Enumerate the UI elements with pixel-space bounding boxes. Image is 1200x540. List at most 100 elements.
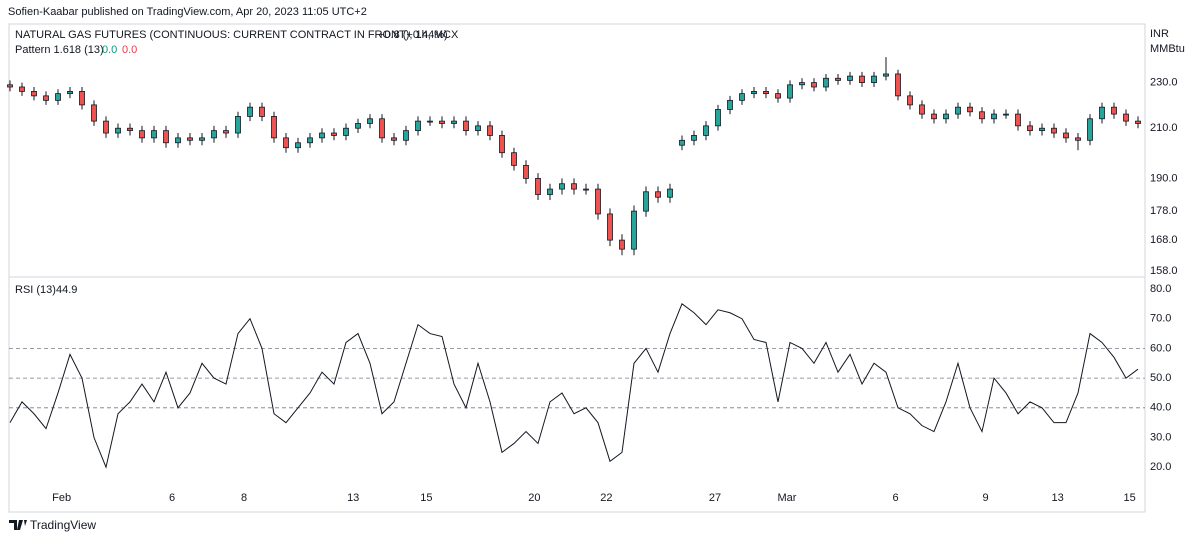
- y-tick-label: 30.0: [1150, 431, 1171, 443]
- candle-body: [235, 116, 241, 134]
- x-tick-label: 13: [347, 492, 359, 504]
- candle-body: [895, 73, 901, 97]
- y-tick-label: 80.0: [1150, 283, 1171, 295]
- candle-body: [43, 95, 49, 101]
- logo: [9, 520, 27, 530]
- y-tick-label: 70.0: [1150, 313, 1171, 325]
- change: +0.8 (+0.44%): [378, 29, 448, 41]
- candle-body: [1099, 106, 1105, 120]
- x-tick-label: Mar: [778, 492, 797, 504]
- candle-body: [355, 123, 361, 129]
- candle-body: [1063, 132, 1069, 139]
- unit: MMBtu: [1150, 43, 1185, 55]
- symbol: NATURAL GAS FUTURES (CONTINUOUS: CURRENT…: [15, 29, 459, 41]
- brand: TradingView: [30, 518, 96, 532]
- candle-body: [775, 93, 781, 99]
- rsi-last: 44.9: [56, 284, 77, 296]
- candle-body: [499, 135, 505, 154]
- candle-body: [871, 75, 877, 84]
- candle-body: [835, 77, 841, 81]
- candle-body: [979, 111, 985, 120]
- candle-body: [139, 130, 145, 139]
- y-tick-label: 210.0: [1150, 122, 1178, 134]
- candle-body: [151, 130, 157, 139]
- candle-body: [811, 82, 817, 88]
- y-tick-label: 190.0: [1150, 172, 1178, 184]
- candle-body: [319, 132, 325, 139]
- candle-body: [283, 137, 289, 149]
- candle-body: [403, 130, 409, 141]
- candle-body: [547, 188, 553, 195]
- candle-body: [595, 188, 601, 215]
- y-tick-label: 158.0: [1150, 265, 1178, 277]
- candle-body: [19, 86, 25, 92]
- candle-body: [199, 137, 205, 141]
- candle-body: [787, 84, 793, 99]
- pattern-down: 0.0: [122, 44, 137, 56]
- candle-body: [643, 191, 649, 212]
- candle-body: [679, 139, 685, 146]
- x-tick-label: 20: [528, 492, 540, 504]
- x-tick-label: 13: [1051, 492, 1063, 504]
- candle-body: [103, 120, 109, 134]
- candle-body: [967, 106, 973, 113]
- x-tick-label: 15: [1123, 492, 1135, 504]
- chart-frame: [8, 23, 1146, 513]
- y-tick-label: 50.0: [1150, 372, 1171, 384]
- candle-body: [415, 120, 421, 132]
- candle-body: [55, 93, 61, 101]
- candle-body: [727, 99, 733, 110]
- candle-body: [127, 127, 133, 132]
- candle-body: [1135, 120, 1141, 124]
- x-tick-label: 6: [893, 492, 899, 504]
- y-tick-label: 40.0: [1150, 402, 1171, 414]
- candle-body: [259, 106, 265, 117]
- candle-body: [715, 109, 721, 127]
- y-tick-label: 230.0: [1150, 77, 1178, 89]
- candle-body: [703, 125, 709, 136]
- x-tick-label: 22: [600, 492, 612, 504]
- candle-body: [739, 93, 745, 101]
- candle-body: [247, 106, 253, 117]
- candle-body: [859, 75, 865, 84]
- candle-body: [535, 178, 541, 195]
- candle-body: [331, 132, 337, 136]
- x-tick-label: 8: [241, 492, 247, 504]
- publisher: Sofien-Kaabar published on TradingView.c…: [8, 6, 367, 18]
- candle-body: [115, 127, 121, 134]
- candle-body: [931, 113, 937, 120]
- candle-body: [271, 116, 277, 139]
- candle-body: [475, 125, 481, 132]
- candle-body: [1111, 106, 1117, 115]
- candle-body: [559, 183, 565, 190]
- candle-body: [1087, 118, 1093, 141]
- candle-body: [1075, 137, 1081, 141]
- candle-body: [79, 91, 85, 106]
- candle-body: [427, 120, 433, 123]
- candle-body: [943, 113, 949, 120]
- currency: INR: [1150, 28, 1169, 40]
- candle-body: [919, 104, 925, 115]
- candle-body: [343, 127, 349, 136]
- candle-body: [451, 120, 457, 124]
- candle-body: [295, 142, 301, 149]
- pattern-up: 0.0: [102, 44, 117, 56]
- candle-body: [667, 188, 673, 198]
- candle-body: [691, 135, 697, 141]
- x-tick-label: 27: [709, 492, 721, 504]
- candle-body: [391, 137, 397, 141]
- candle-body: [523, 164, 529, 179]
- candle-body: [655, 191, 661, 198]
- candle-body: [463, 120, 469, 132]
- candle-body: [823, 77, 829, 88]
- candle-body: [1039, 127, 1045, 132]
- y-tick-label: 20.0: [1150, 461, 1171, 473]
- candle-body: [991, 113, 997, 120]
- candle-body: [583, 188, 589, 191]
- x-tick-label: 9: [983, 492, 989, 504]
- y-tick-label: 168.0: [1150, 234, 1178, 246]
- candle-body: [367, 118, 373, 124]
- x-tick-label: 6: [169, 492, 175, 504]
- pattern: Pattern 1.618 (13): [15, 44, 104, 56]
- candle-body: [1003, 113, 1009, 116]
